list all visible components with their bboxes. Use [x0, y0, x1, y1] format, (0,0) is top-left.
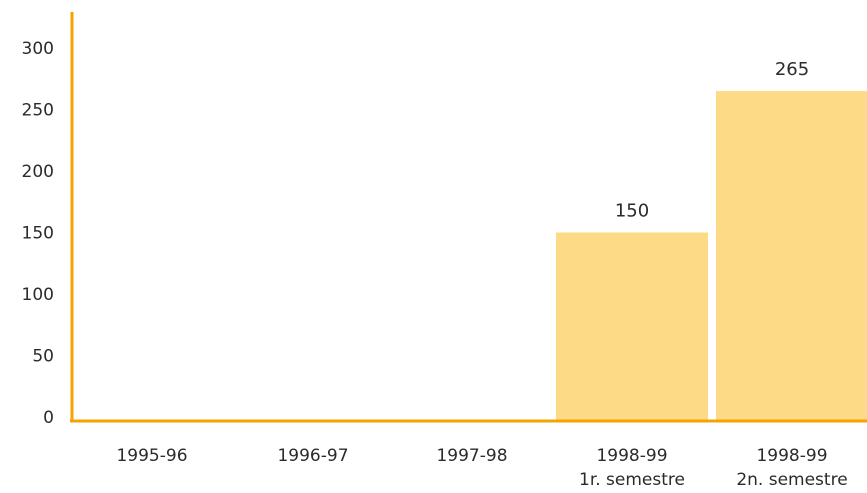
bars [556, 91, 867, 422]
y-tick-label: 300 [22, 39, 54, 59]
x-tick-label: 1995-96 [116, 446, 187, 466]
y-tick-label: 250 [22, 101, 54, 121]
x-tick-label: 1998-99 [756, 446, 827, 466]
y-axis-ticks: 0 50 100 150 200 250 300 [22, 39, 54, 428]
data-labels: 150 265 [615, 59, 809, 221]
bar [556, 232, 708, 421]
y-tick-label: 0 [43, 408, 54, 428]
y-tick-label: 200 [22, 162, 54, 182]
y-tick-label: 150 [22, 224, 54, 244]
data-label: 265 [775, 59, 809, 80]
y-tick-label: 100 [22, 285, 54, 305]
x-tick-label: 1998-99 [596, 446, 667, 466]
x-tick-label: 1996-97 [277, 446, 348, 466]
x-tick-label: 2n. semestre [736, 470, 847, 490]
bar [716, 91, 867, 422]
x-axis-labels: 1995-96 1996-97 1997-98 1998-99 1r. semestre… [116, 446, 847, 490]
data-label: 150 [615, 201, 649, 222]
x-tick-label: 1997-98 [436, 446, 507, 466]
y-tick-label: 50 [32, 347, 54, 367]
x-tick-label: 1r. semestre [579, 470, 685, 490]
